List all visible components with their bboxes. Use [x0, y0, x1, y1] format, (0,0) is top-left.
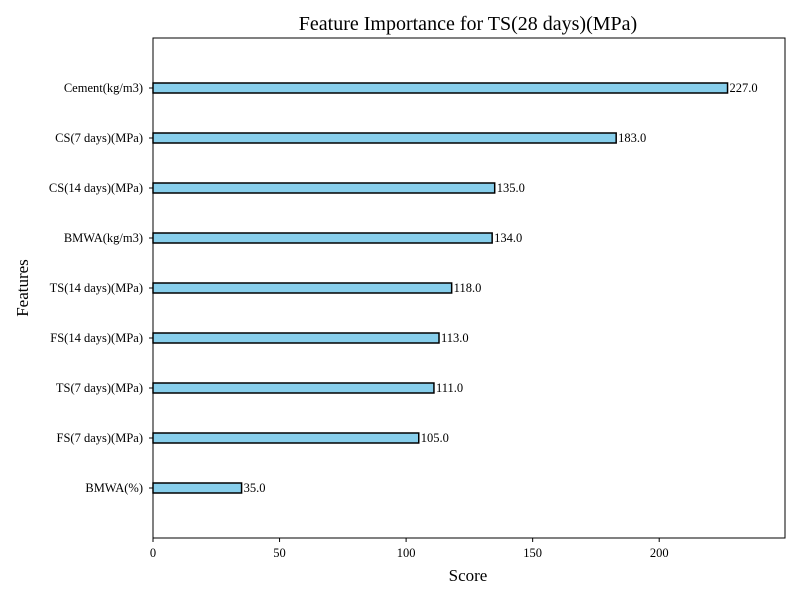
data-label: 111.0 [436, 381, 463, 395]
bar [152, 182, 496, 194]
bar [152, 232, 493, 244]
bar [152, 482, 243, 494]
bar [152, 382, 435, 394]
plot-frame [152, 37, 786, 539]
plot-area: 227.0 Cement(kg/m3) 183.0 CS(7 days)(MPa) 13… [49, 37, 786, 560]
y-tick-label: BMWA(%) [85, 481, 143, 495]
x-tick-label: 100 [397, 546, 416, 560]
y-tick-label: BMWA(kg/m3) [64, 231, 143, 245]
bar [152, 432, 420, 444]
bar [152, 332, 440, 344]
data-label: 118.0 [454, 281, 482, 295]
bar [152, 282, 453, 294]
x-tick-label: 0 [150, 546, 156, 560]
y-tick-label: TS(14 days)(MPa) [50, 281, 143, 295]
data-label: 35.0 [244, 481, 266, 495]
chart-title: Feature Importance for TS(28 days)(MPa) [299, 13, 637, 35]
y-tick-label: FS(14 days)(MPa) [50, 331, 143, 345]
y-tick-label: Cement(kg/m3) [64, 81, 143, 95]
y-axis-label: Features [13, 259, 32, 317]
data-label: 227.0 [730, 81, 758, 95]
x-tick-label: 50 [273, 546, 286, 560]
x-tick-label: 150 [523, 546, 542, 560]
data-label: 135.0 [497, 181, 525, 195]
y-tick-label: TS(7 days)(MPa) [56, 381, 143, 395]
x-tick-label: 200 [650, 546, 669, 560]
data-label: 113.0 [441, 331, 469, 345]
y-tick-label: CS(7 days)(MPa) [55, 131, 143, 145]
y-tick-label: CS(14 days)(MPa) [49, 181, 143, 195]
data-label: 183.0 [618, 131, 646, 145]
data-label: 134.0 [494, 231, 522, 245]
y-tick-label: FS(7 days)(MPa) [57, 431, 143, 445]
x-axis-label: Score [449, 566, 488, 585]
data-label: 105.0 [421, 431, 449, 445]
bar [152, 82, 729, 94]
bar [152, 132, 617, 144]
